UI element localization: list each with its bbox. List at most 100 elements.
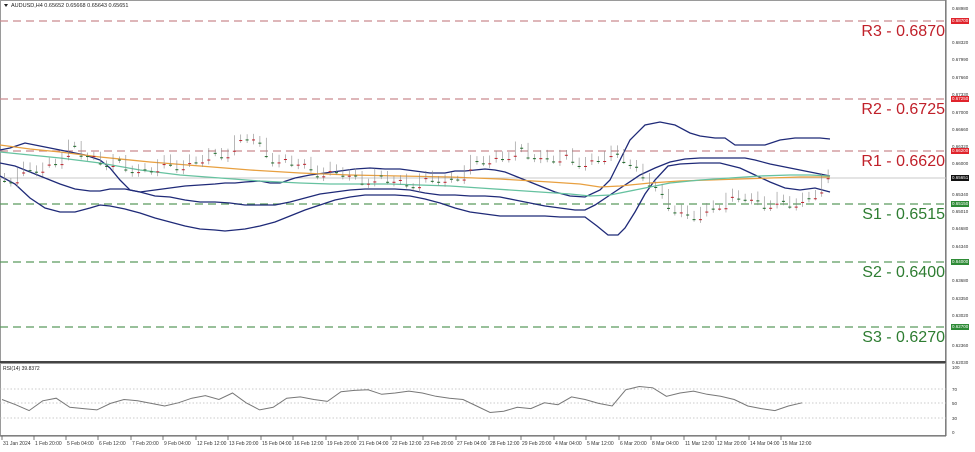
current-price-tag: 0.65651 [951,175,970,181]
rsi-axis-tick: 30 [952,415,958,421]
bull-candle [686,214,690,216]
bear-candle [469,169,473,171]
bear-candle [60,164,64,166]
bull-candle [9,182,13,184]
support-resistance-lines [0,20,946,328]
bull-candle [660,193,664,195]
bear-candle [398,179,402,181]
price-axis-tick: 0.65010 [952,208,969,214]
price-axis-tick: 0.64680 [952,225,969,231]
bull-candle [98,163,102,165]
bear-candle [111,165,115,167]
bull-candle [213,152,217,154]
bull-candle [571,161,575,163]
price-axis-tick: 0.63680 [952,277,969,283]
bull-candle [341,175,345,177]
bear-candle [564,154,568,156]
price-axis-tick: 0.66320 [952,143,969,149]
moving-average-green [0,151,831,197]
time-axis-tick: 29 Feb 20:00 [522,441,552,447]
bear-candle [603,161,607,163]
bear-candle [15,182,19,184]
candlesticks [3,133,830,223]
bear-candle [718,208,722,210]
bear-candle [443,181,447,183]
price-tag-r1: 0.66200 [951,148,970,154]
bear-candle [277,162,281,164]
level-label-r2: R2 - 0.6725 [861,101,945,118]
bull-candle [290,164,294,166]
time-axis-tick: 6 Feb 12:00 [99,441,126,447]
bull-candle [73,145,77,147]
bear-candle [66,155,70,157]
bull-candle [105,165,109,167]
collapse-triangle-icon[interactable] [4,4,8,8]
bull-candle [430,180,434,182]
bull-candle [130,172,134,174]
bear-candle [207,159,211,161]
bull-candle [526,157,530,159]
bull-candle [220,157,224,159]
price-axis-tick: 0.63350 [952,295,969,301]
bull-candle [807,198,811,200]
bear-candle [137,172,141,174]
time-axis-tick: 28 Feb 12:00 [490,441,520,447]
bull-candle [475,161,479,163]
symbol-title-text: AUDUSD,H4 0.65652 0.65668 0.65643 0.6565… [11,3,129,9]
bull-candle [169,164,172,166]
bear-candle [296,164,300,166]
level-label-s3: S3 - 0.6270 [862,329,945,346]
bull-candle [596,161,600,163]
price-axis-tick: 0.65340 [952,191,969,197]
bear-candle [813,198,817,200]
bull-candle [577,165,581,167]
bear-candle [730,196,734,198]
bull-candle [354,175,358,177]
bull-candle [647,185,651,187]
bull-candle [622,161,626,163]
bear-candle [200,162,204,164]
bollinger-bands [0,121,831,236]
bull-candle [86,156,89,158]
bull-candle [481,163,485,165]
bull-candle [271,162,275,164]
rsi-panel-border [0,363,946,436]
bull-candle [545,158,549,160]
bear-candle [494,157,498,159]
bull-candle [309,169,313,171]
bear-candle [283,159,287,161]
bear-candle [162,164,166,166]
bull-candle [194,162,198,164]
rsi-axis-tick: 50 [952,400,958,406]
price-tag-r2: 0.67250 [951,96,970,102]
bear-candle [22,172,26,174]
price-axis-tick: 0.68320 [952,39,969,45]
bear-candle [584,165,587,167]
price-tag-s3: 0.62700 [951,324,970,330]
bull-candle [117,159,121,161]
bull-candle [788,206,792,208]
time-axis-tick: 19 Feb 20:00 [327,441,357,447]
bear-candle [252,139,255,141]
bull-candle [3,180,6,182]
time-axis-tick: 6 Mar 20:00 [620,441,647,447]
price-tag-r3: 0.68700 [951,18,970,24]
price-panel-border [0,0,946,362]
bull-candle [641,177,645,179]
bear-candle [826,178,830,180]
bull-candle [264,156,268,158]
symbol-title: AUDUSD,H4 0.65652 0.65668 0.65643 0.6565… [4,3,128,9]
time-axis-tick: 15 Mar 12:00 [782,441,812,447]
price-axis-tick: 0.67660 [952,74,969,80]
bull-candle [654,186,658,188]
time-axis-tick: 23 Feb 20:00 [424,441,454,447]
bear-candle [513,155,517,157]
bear-candle [303,163,307,165]
bull-candle [449,178,453,180]
rsi-title: RSI(14) 39.8372 [3,366,40,372]
bull-candle [762,207,766,209]
bear-candle [41,171,45,173]
bollinger-middle [0,157,831,211]
bull-candle [379,175,383,177]
bear-candle [226,157,230,159]
